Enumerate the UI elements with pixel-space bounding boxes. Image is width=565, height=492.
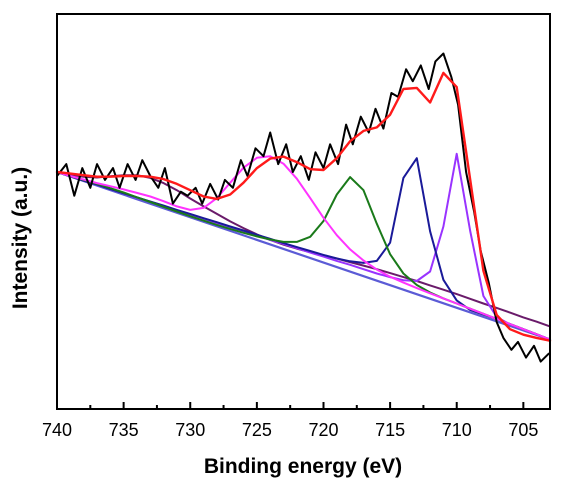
- x-tick-label: 715: [375, 420, 405, 440]
- plot-frame: [56, 13, 551, 410]
- x-tick-label: 735: [109, 420, 139, 440]
- series-line-baseline-7: [55, 170, 552, 341]
- x-tick-label: 730: [175, 420, 205, 440]
- series-line-fit-peak-4: [56, 157, 551, 341]
- tick-layer: 740 735 730 725 720 715 710 705: [42, 402, 538, 440]
- series-line-fit-peak-2: [56, 155, 551, 341]
- x-tick-label: 725: [242, 420, 272, 440]
- x-tick-label: 705: [508, 420, 538, 440]
- series-layer: [55, 52, 552, 363]
- x-tick-label: 710: [442, 420, 472, 440]
- x-axis-title: Binding energy (eV): [204, 455, 402, 478]
- x-tick-label: 720: [308, 420, 338, 440]
- x-tick-label: 740: [42, 420, 72, 440]
- y-axis-title: Intensity (a.u.): [9, 167, 32, 309]
- series-line-raw-noisy-0: [56, 52, 550, 363]
- series-line-envelope-fit-1: [55, 71, 552, 342]
